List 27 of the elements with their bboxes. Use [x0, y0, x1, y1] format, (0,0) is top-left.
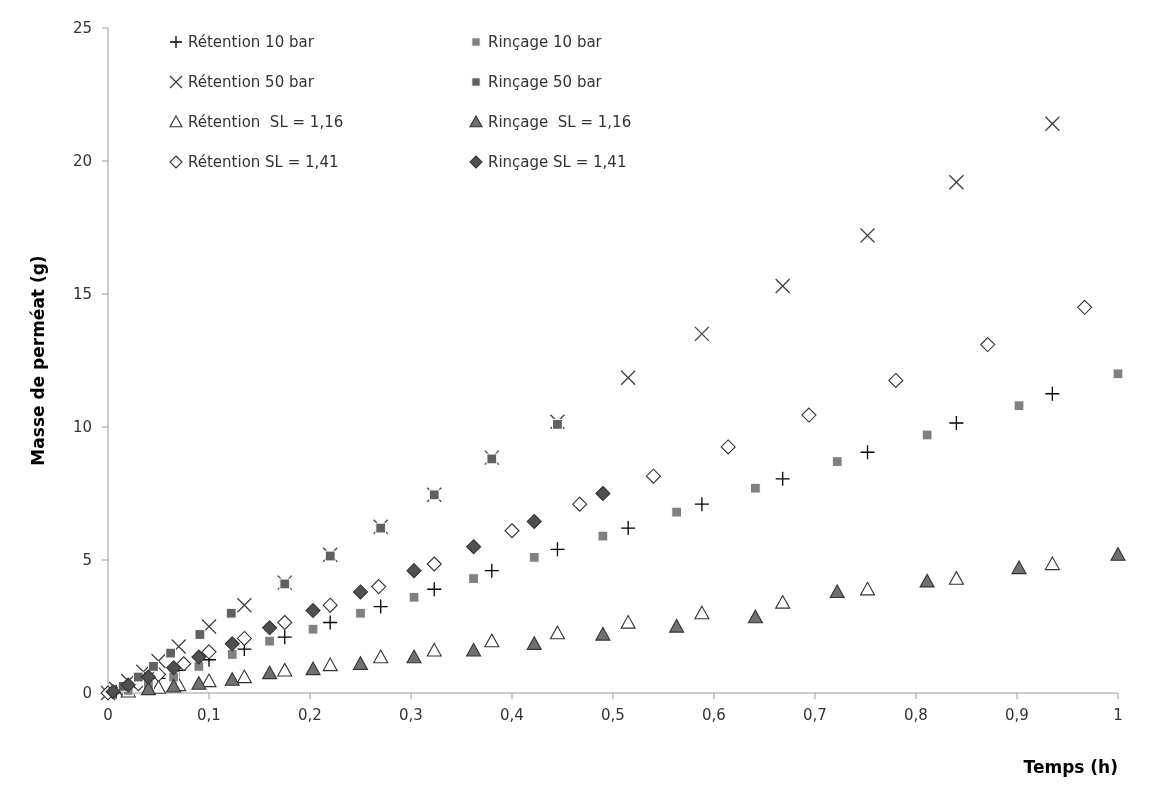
x-tick-label: 0: [103, 705, 113, 724]
x-tick-label: 0,7: [803, 705, 827, 724]
x-tick-label: 0,9: [1005, 705, 1029, 724]
x-tick-label: 0,5: [601, 705, 625, 724]
y-tick-label: 10: [72, 418, 92, 437]
legend-label: Rinçage 10 bar: [488, 33, 602, 51]
x-axis-title: Temps (h): [1023, 757, 1118, 777]
y-axis-title: Masse de perméat (g): [28, 255, 49, 466]
legend-label: Rinçage SL = 1,16: [488, 113, 632, 131]
legend-label: Rinçage SL = 1,41: [488, 153, 627, 171]
legend-label: Rinçage 50 bar: [488, 73, 602, 91]
y-tick-label: 5: [82, 551, 92, 570]
x-tick-label: 0,6: [702, 705, 726, 724]
legend-label: Rétention 50 bar: [188, 73, 314, 91]
y-tick-label: 0: [82, 684, 92, 703]
x-tick-label: 1: [1113, 705, 1123, 724]
legend-label: Rétention SL = 1,16: [188, 113, 344, 131]
legend-label: Rétention 10 bar: [188, 33, 314, 51]
x-tick-label: 0,1: [197, 705, 221, 724]
y-tick-label: 25: [72, 19, 92, 38]
legend-label: Rétention SL = 1,41: [188, 153, 339, 171]
y-tick-label: 15: [72, 285, 92, 304]
x-tick-label: 0,8: [904, 705, 928, 724]
x-tick-label: 0,3: [399, 705, 423, 724]
x-tick-label: 0,4: [500, 705, 524, 724]
x-tick-label: 0,2: [298, 705, 322, 724]
y-tick-label: 20: [72, 152, 92, 171]
